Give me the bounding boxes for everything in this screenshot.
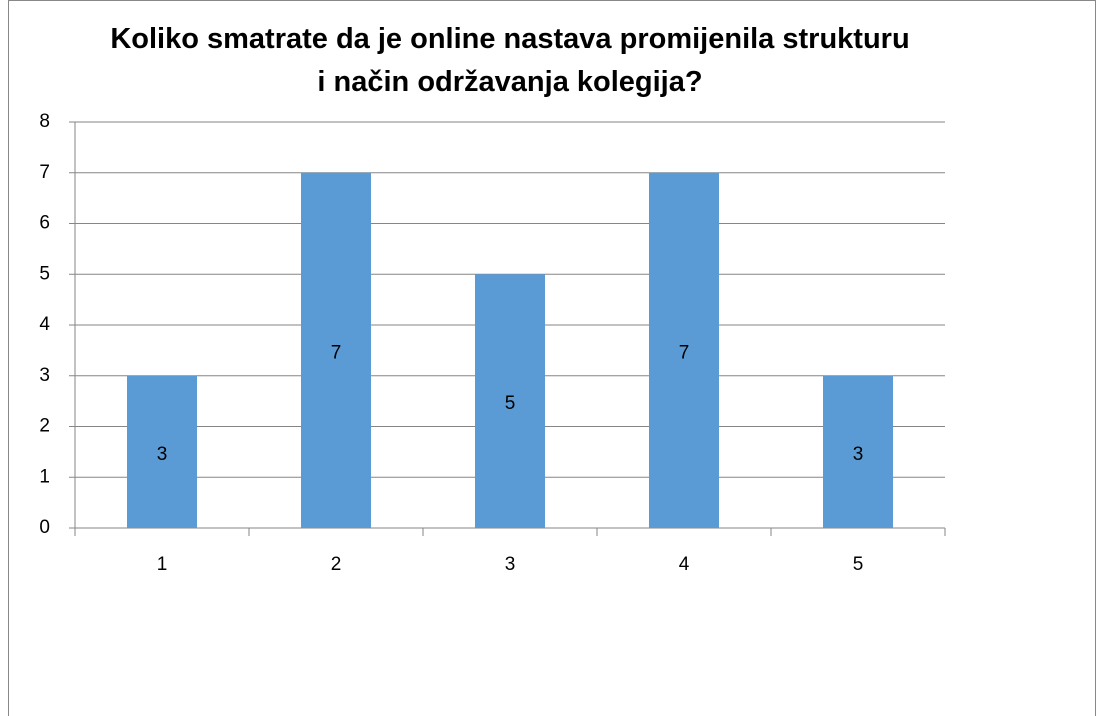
bar bbox=[475, 274, 545, 528]
bar bbox=[823, 375, 893, 528]
y-tick-label: 1 bbox=[39, 466, 50, 487]
chart-frame bbox=[8, 0, 1096, 716]
data-label: 5 bbox=[505, 393, 516, 414]
x-tick-label: 3 bbox=[505, 554, 516, 575]
x-tick-label: 1 bbox=[157, 554, 168, 575]
x-tick-label: 5 bbox=[853, 554, 864, 575]
data-label: 7 bbox=[331, 342, 342, 363]
y-tick-label: 7 bbox=[39, 162, 50, 183]
bar bbox=[301, 172, 371, 528]
data-label: 3 bbox=[157, 444, 168, 465]
bar bbox=[649, 172, 719, 528]
y-tick-label: 8 bbox=[39, 111, 50, 132]
x-tick-label: 2 bbox=[331, 554, 342, 575]
data-label: 7 bbox=[679, 342, 690, 363]
y-tick-label: 4 bbox=[39, 314, 50, 335]
data-label: 3 bbox=[853, 444, 864, 465]
y-tick-label: 3 bbox=[39, 365, 50, 386]
x-tick-label: 4 bbox=[679, 554, 690, 575]
chart-title: Koliko smatrate da je online nastava pro… bbox=[110, 23, 910, 98]
y-tick-label: 2 bbox=[39, 416, 50, 437]
bar bbox=[127, 375, 197, 528]
y-tick-label: 6 bbox=[39, 213, 50, 234]
y-tick-label: 5 bbox=[39, 263, 50, 284]
y-tick-label: 0 bbox=[39, 517, 50, 538]
